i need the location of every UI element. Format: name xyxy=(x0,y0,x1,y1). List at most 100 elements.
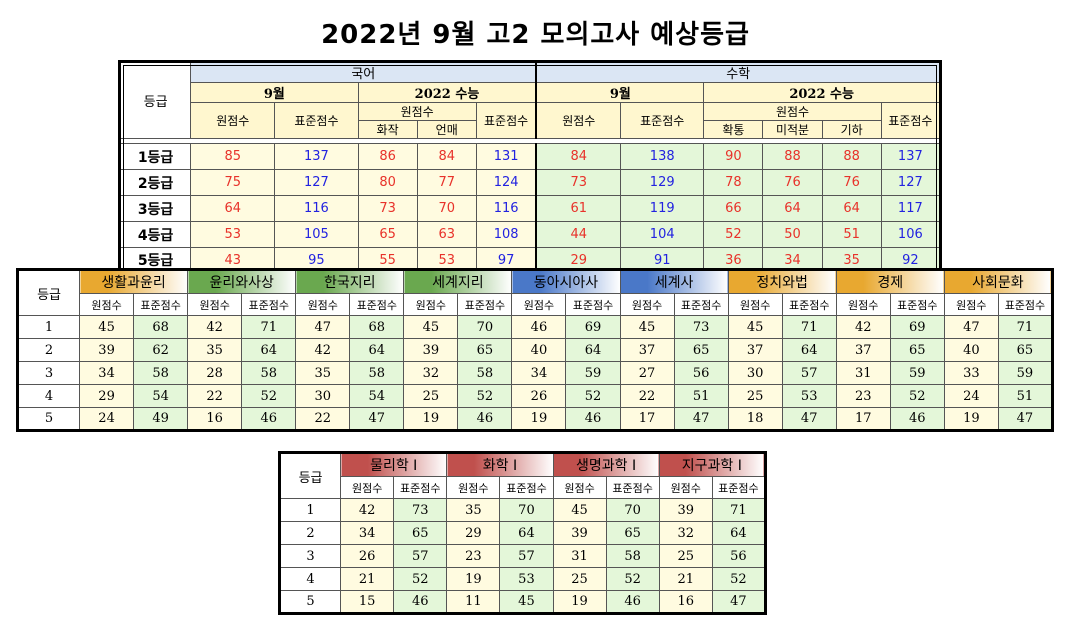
score-cell: 71 xyxy=(241,315,297,339)
score-cell: 40 xyxy=(943,338,999,362)
korean-sep-raw: 원점수 xyxy=(190,102,276,139)
score-cell: 45 xyxy=(552,498,607,522)
score-cell: 119 xyxy=(620,195,705,222)
table-row: 4등급 53 105 65 63 108 44 104 52 50 51 106 xyxy=(118,221,942,248)
math-sub-hwaktong: 확통 xyxy=(703,120,764,139)
score-cell: 57 xyxy=(781,361,837,385)
score-cell: 56 xyxy=(711,544,767,568)
score-cell: 64 xyxy=(349,338,405,362)
score-cell: 138 xyxy=(620,143,705,170)
score-cell: 42 xyxy=(295,338,351,362)
math-csat-raw: 원점수 xyxy=(703,102,882,121)
score-cell: 22 xyxy=(619,384,675,408)
score-cell: 116 xyxy=(274,195,359,222)
score-cell: 46 xyxy=(565,407,621,431)
std-score-header: 표준점수 xyxy=(889,293,945,316)
score-cell: 46 xyxy=(241,407,297,431)
score-cell: 34 xyxy=(340,521,395,545)
subject-header: 경제 xyxy=(835,269,945,294)
grade-cell: 5 xyxy=(16,407,81,431)
table-row: 5 15 46 11 45 19 46 16 47 xyxy=(278,590,767,614)
score-cell: 64 xyxy=(781,338,837,362)
score-cell: 19 xyxy=(943,407,999,431)
score-cell: 47 xyxy=(711,590,767,614)
score-cell: 25 xyxy=(658,544,713,568)
score-cell: 45 xyxy=(79,315,135,339)
score-cell: 30 xyxy=(295,384,351,408)
score-cell: 17 xyxy=(835,407,891,431)
grade-cell: 1 xyxy=(278,498,342,522)
score-cell: 129 xyxy=(620,169,705,196)
score-cell: 56 xyxy=(673,361,729,385)
score-cell: 73 xyxy=(357,195,418,222)
score-cell: 23 xyxy=(446,544,501,568)
korean-sep-std: 표준점수 xyxy=(274,102,359,139)
score-cell: 54 xyxy=(349,384,405,408)
korean-sep-header: 9월 xyxy=(190,82,359,103)
std-score-header: 표준점수 xyxy=(499,476,554,499)
score-cell: 35 xyxy=(446,498,501,522)
grade-cell: 3 xyxy=(16,361,81,385)
score-cell: 46 xyxy=(393,590,448,614)
math-sub-giha: 기하 xyxy=(821,120,882,139)
score-cell: 108 xyxy=(475,221,537,248)
score-cell: 64 xyxy=(565,338,621,362)
score-cell: 71 xyxy=(781,315,837,339)
subject-header: 윤리와사상 xyxy=(187,269,297,294)
score-cell: 52 xyxy=(889,384,945,408)
score-cell: 35 xyxy=(187,338,243,362)
score-cell: 21 xyxy=(658,567,713,591)
score-cell: 52 xyxy=(565,384,621,408)
score-cell: 73 xyxy=(393,498,448,522)
score-cell: 39 xyxy=(552,521,607,545)
score-cell: 127 xyxy=(880,169,942,196)
score-cell: 131 xyxy=(475,143,537,170)
score-cell: 47 xyxy=(349,407,405,431)
std-score-header: 표준점수 xyxy=(241,293,297,316)
score-cell: 105 xyxy=(274,221,359,248)
score-cell: 88 xyxy=(762,143,823,170)
subject-header: 세계지리 xyxy=(403,269,513,294)
score-cell: 71 xyxy=(711,498,767,522)
raw-score-header: 원점수 xyxy=(403,293,459,316)
score-cell: 58 xyxy=(133,361,189,385)
score-cell: 16 xyxy=(187,407,243,431)
score-cell: 18 xyxy=(727,407,783,431)
score-cell: 23 xyxy=(835,384,891,408)
score-cell: 26 xyxy=(511,384,567,408)
std-score-header: 표준점수 xyxy=(457,293,513,316)
score-cell: 52 xyxy=(393,567,448,591)
std-score-header: 표준점수 xyxy=(349,293,405,316)
score-cell: 47 xyxy=(943,315,999,339)
score-cell: 68 xyxy=(133,315,189,339)
score-cell: 25 xyxy=(727,384,783,408)
score-cell: 47 xyxy=(673,407,729,431)
score-cell: 32 xyxy=(403,361,459,385)
score-cell: 75 xyxy=(190,169,276,196)
korean-sub-hwajak: 화작 xyxy=(357,120,418,139)
score-cell: 85 xyxy=(190,143,276,170)
raw-score-header: 원점수 xyxy=(340,476,395,499)
score-cell: 51 xyxy=(673,384,729,408)
score-cell: 27 xyxy=(619,361,675,385)
grade-cell: 4 xyxy=(278,567,342,591)
score-cell: 29 xyxy=(79,384,135,408)
score-cell: 64 xyxy=(190,195,276,222)
score-cell: 11 xyxy=(446,590,501,614)
score-cell: 64 xyxy=(821,195,882,222)
grade-cell: 3 xyxy=(278,544,342,568)
score-cell: 84 xyxy=(416,143,477,170)
raw-score-header: 원점수 xyxy=(187,293,243,316)
score-cell: 21 xyxy=(340,567,395,591)
grade-cell: 1 xyxy=(16,315,81,339)
table-row: 3등급 64 116 73 70 116 61 119 66 64 64 117 xyxy=(118,195,942,222)
math-csat-header: 2022 수능 xyxy=(703,82,941,103)
score-cell: 46 xyxy=(511,315,567,339)
score-cell: 34 xyxy=(511,361,567,385)
table-row: 5 24 49 16 46 22 47 19 46 19 46 17 47 18 47 17 46 19 47 xyxy=(16,407,1054,431)
table-row: 2 39 62 35 64 42 64 39 65 40 64 37 65 37 64 37 65 40 65 xyxy=(16,338,1054,362)
grade-cell: 2 xyxy=(16,338,81,362)
math-header: 수학 xyxy=(535,61,942,83)
score-cell: 64 xyxy=(762,195,823,222)
std-score-header: 표준점수 xyxy=(673,293,729,316)
